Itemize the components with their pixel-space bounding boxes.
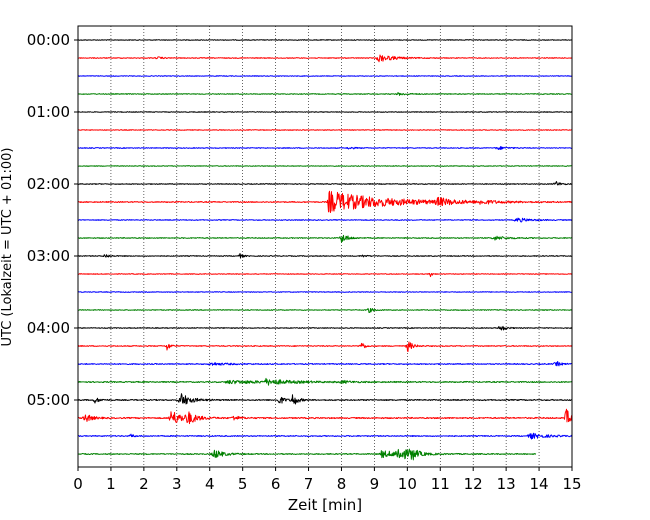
trace-0415 xyxy=(77,341,573,352)
x-tick-label: 3 xyxy=(172,475,182,493)
grid-lines xyxy=(110,26,540,467)
x-tick-label: 12 xyxy=(464,475,483,493)
trace-0015 xyxy=(77,54,573,63)
trace-0200 xyxy=(77,181,573,186)
trace-0430 xyxy=(77,361,573,367)
trace-0300 xyxy=(77,253,573,259)
trace-group xyxy=(77,39,573,461)
y-tick-label: 02:00 xyxy=(27,175,70,193)
trace-0345 xyxy=(77,307,573,314)
trace-0030 xyxy=(77,75,573,77)
trace-0130 xyxy=(77,146,573,150)
y-tick-label: 04:00 xyxy=(27,319,70,337)
y-tick-label: 03:00 xyxy=(27,247,70,265)
y-axis-ticks: 00:00 01:00 02:00 03:00 04:00 05:00 xyxy=(27,31,78,409)
x-tick-label: 11 xyxy=(431,475,450,493)
trace-0515 xyxy=(77,408,573,425)
trace-0500 xyxy=(77,393,573,405)
x-tick-label: 0 xyxy=(73,475,83,493)
trace-0115 xyxy=(77,129,573,131)
trace-0445 xyxy=(77,377,573,386)
x-axis-label: Zeit [min] xyxy=(288,496,362,514)
x-tick-label: 9 xyxy=(370,475,380,493)
x-tick-label: 2 xyxy=(139,475,149,493)
trace-0315 xyxy=(77,272,573,278)
trace-0545 xyxy=(77,448,537,461)
x-axis-ticks: 0 1 2 3 4 5 6 7 8 9 10 11 12 13 14 15 xyxy=(73,467,582,493)
trace-0000 xyxy=(77,39,573,41)
trace-0215 xyxy=(77,190,573,214)
trace-0530 xyxy=(77,432,573,440)
trace-0245 xyxy=(77,234,573,243)
x-tick-label: 10 xyxy=(398,475,417,493)
x-tick-label: 14 xyxy=(530,475,549,493)
x-tick-label: 5 xyxy=(238,475,248,493)
x-tick-label: 13 xyxy=(497,475,516,493)
y-axis-label: UTC (Lokalzeit = UTC + 01:00) xyxy=(0,148,15,347)
y-tick-label: 05:00 xyxy=(27,391,70,409)
x-tick-label: 15 xyxy=(562,475,581,493)
trace-0330 xyxy=(77,291,573,293)
trace-0400 xyxy=(77,325,573,331)
trace-0145 xyxy=(77,165,573,167)
y-tick-label: 00:00 xyxy=(27,31,70,49)
x-tick-label: 6 xyxy=(271,475,281,493)
plot-frame xyxy=(77,25,573,468)
trace-0230 xyxy=(77,217,573,223)
trace-0100 xyxy=(77,111,573,113)
x-tick-label: 1 xyxy=(106,475,116,493)
x-tick-label: 4 xyxy=(205,475,215,493)
y-tick-label: 01:00 xyxy=(27,103,70,121)
x-tick-label: 8 xyxy=(337,475,347,493)
trace-0045 xyxy=(77,91,573,96)
x-tick-label: 7 xyxy=(304,475,314,493)
